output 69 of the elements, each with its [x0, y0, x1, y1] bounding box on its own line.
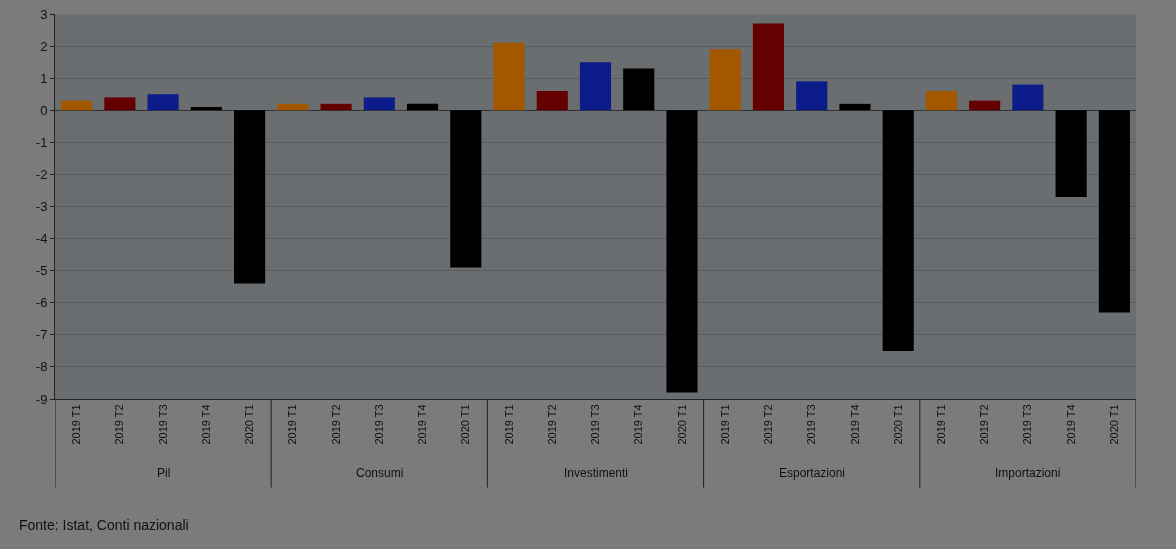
x-tick-label: 2019 T4	[416, 404, 429, 445]
x-tick-label: 2020 T1	[1107, 404, 1120, 445]
x-tick-label: 2019 T2	[762, 404, 775, 445]
y-tick-label: -5	[35, 263, 48, 279]
bar	[1098, 110, 1130, 313]
bar	[882, 110, 914, 351]
y-tick-label: -9	[35, 391, 48, 407]
bar	[1012, 84, 1044, 111]
x-tick-label: 2019 T4	[1064, 404, 1077, 445]
bar	[796, 81, 828, 111]
bar	[839, 103, 871, 111]
bar	[623, 68, 655, 111]
x-tick-label: 2019 T2	[545, 404, 558, 445]
bar	[666, 110, 698, 393]
x-tick-label: 2019 T3	[372, 404, 385, 445]
x-tick-label: 2019 T4	[632, 404, 645, 445]
x-tick-label: 2019 T1	[502, 404, 515, 445]
text: Esportazioni	[779, 466, 846, 480]
bar	[190, 107, 222, 111]
bar	[709, 49, 741, 111]
x-tick-label: 2019 T4	[199, 404, 212, 445]
y-tick-label: 0	[40, 102, 48, 118]
y-tick-label: 1	[40, 70, 48, 86]
x-tick-label: 2020 T1	[243, 404, 256, 445]
bar	[147, 94, 179, 111]
x-tick-label: 2019 T1	[934, 404, 947, 445]
text: Pil	[157, 466, 171, 480]
bar	[579, 62, 612, 111]
bar	[969, 100, 1001, 111]
bar	[752, 23, 785, 111]
bar	[277, 103, 309, 111]
bar	[320, 103, 352, 111]
bar	[450, 110, 482, 268]
bar	[363, 97, 395, 111]
x-tick-label: 2019 T2	[113, 404, 126, 445]
x-tick-label: 2020 T1	[891, 404, 904, 445]
source-note: Fonte: Istat, Conti nazionali	[19, 517, 189, 533]
text: Importazioni	[995, 466, 1061, 480]
x-tick-label: 2019 T4	[848, 404, 861, 445]
bar	[1055, 110, 1087, 197]
x-tick-label: 2020 T1	[675, 404, 688, 445]
x-tick-label: 2019 T3	[589, 404, 602, 445]
x-tick-label: 2019 T3	[805, 404, 818, 445]
y-tick-label: -8	[35, 359, 48, 375]
bar	[406, 103, 439, 111]
bar	[61, 100, 93, 111]
y-tick-label: 2	[40, 38, 48, 54]
x-tick-label: 2019 T2	[978, 404, 991, 445]
x-tick-label: 2019 T1	[286, 404, 299, 445]
x-tick-label: 2019 T1	[718, 404, 731, 445]
x-tick-label: 2019 T3	[1021, 404, 1034, 445]
bar	[536, 91, 568, 111]
bar	[104, 97, 136, 111]
x-tick-label: 2019 T1	[70, 404, 83, 445]
bar	[925, 91, 957, 111]
y-tick-label: -1	[35, 134, 48, 150]
text: Investimenti	[564, 466, 629, 480]
y-tick-label: -4	[35, 231, 48, 247]
y-tick-label: -7	[35, 327, 48, 343]
y-tick-label: -3	[35, 199, 48, 215]
bar	[493, 42, 525, 111]
text: Consumi	[356, 466, 404, 480]
x-tick-label: 2019 T2	[329, 404, 342, 445]
bar	[234, 110, 266, 284]
x-tick-label: 2019 T3	[156, 404, 169, 445]
y-tick-label: 3	[40, 6, 48, 22]
x-tick-label: 2020 T1	[459, 404, 472, 445]
y-tick-label: -2	[35, 166, 48, 182]
y-tick-label: -6	[35, 295, 48, 311]
